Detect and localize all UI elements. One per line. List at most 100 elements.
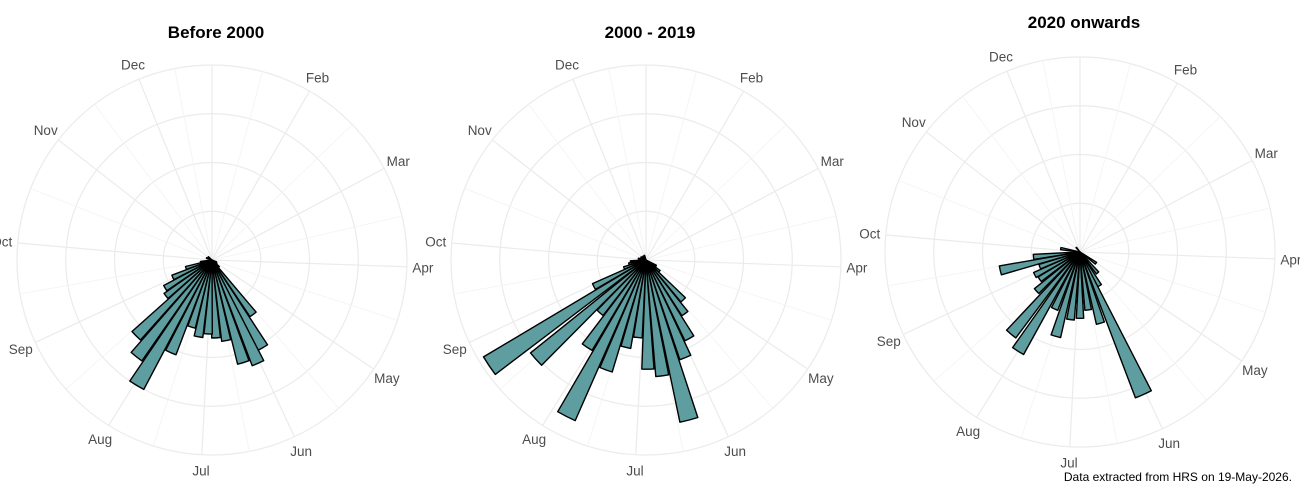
month-label-sep: Sep <box>443 342 467 357</box>
grid-spoke-minor <box>1079 251 1266 313</box>
polar-bar <box>207 256 213 261</box>
month-label-jul: Jul <box>192 464 209 479</box>
bars <box>482 254 699 423</box>
month-label-aug: Aug <box>522 432 546 447</box>
polar-bar <box>129 259 213 391</box>
grid-spoke-minor <box>962 96 1081 253</box>
month-label-jun: Jun <box>724 444 746 459</box>
grid-spoke-minor <box>19 259 213 295</box>
grid-spoke-minor <box>211 259 398 321</box>
grid-spoke <box>451 242 647 261</box>
polar-bar <box>1011 251 1081 356</box>
polar-bar <box>211 259 232 342</box>
polar-bar <box>629 259 647 264</box>
grid-spoke <box>138 78 213 261</box>
grid-spoke <box>211 259 374 370</box>
polar-chart-2: Dec Feb Mar Apr May Jun Jul Aug Sep Oct Nov 2000 - … <box>425 23 868 479</box>
polar-bar <box>645 259 695 342</box>
month-label-oct: Oct <box>425 235 446 250</box>
month-label-may: May <box>1242 363 1268 378</box>
polar-bar <box>211 259 250 365</box>
grid-spoke-minor <box>608 68 647 261</box>
month-label-mar: Mar <box>387 154 411 169</box>
month-label-oct: Oct <box>0 235 13 250</box>
grid-spoke <box>1079 82 1179 253</box>
polar-bar <box>130 259 213 362</box>
grid-spoke-minor <box>211 71 263 261</box>
grid-spoke-minor <box>1079 116 1221 253</box>
polar-bar <box>645 259 670 378</box>
month-label-may: May <box>374 371 400 386</box>
polar-chart-1: Dec Feb Mar Apr May Jun Jul Aug Sep Oct Nov Before … <box>0 23 434 479</box>
month-label-apr: Apr <box>1280 252 1300 267</box>
grid-spoke <box>17 242 213 261</box>
polar-bar <box>131 259 213 341</box>
polar-bar <box>998 251 1081 276</box>
grid-spoke-minor <box>174 68 213 261</box>
month-label-mar: Mar <box>1255 146 1279 161</box>
grid-spoke <box>211 167 385 261</box>
month-label-sep: Sep <box>9 342 33 357</box>
bars <box>998 246 1152 399</box>
month-label-sep: Sep <box>877 334 901 349</box>
grid-spoke <box>645 90 745 261</box>
polar-bar <box>211 259 222 339</box>
polar-bar <box>184 259 213 271</box>
polar-bar <box>1079 251 1098 265</box>
grid-spoke-minor <box>645 124 787 261</box>
month-label-aug: Aug <box>88 432 112 447</box>
month-label-feb: Feb <box>1174 62 1197 77</box>
month-labels: Dec Feb Mar Apr May Jun Jul Aug Sep Oct Nov <box>425 57 868 478</box>
polar-bar <box>1079 251 1106 325</box>
month-label-jul: Jul <box>1060 456 1077 471</box>
polar-bar <box>211 259 265 367</box>
polar-bar <box>643 254 647 261</box>
polar-bar <box>1079 251 1093 311</box>
polar-bar <box>1033 251 1081 295</box>
grid-spoke <box>491 139 647 261</box>
grid-spoke-minor <box>211 215 403 261</box>
grid-spoke <box>1079 159 1253 253</box>
grid-spoke-minor <box>30 188 213 261</box>
grid-spoke <box>645 259 808 370</box>
month-label-jun: Jun <box>1158 436 1180 451</box>
grid-spoke-minor <box>645 215 837 261</box>
month-label-jun: Jun <box>290 444 312 459</box>
grid-spoke-minor <box>1079 251 1207 401</box>
grid-spoke-minor <box>211 124 353 261</box>
month-label-jul: Jul <box>626 464 643 479</box>
grid-spoke <box>211 90 311 261</box>
polar-bar <box>211 259 257 318</box>
polar-bar <box>1079 251 1152 399</box>
grid-spoke-minor <box>645 259 832 321</box>
month-label-feb: Feb <box>306 70 329 85</box>
footnote: Data extracted from HRS on 19-May-2026. <box>1063 470 1292 484</box>
polar-bar <box>641 259 655 370</box>
month-label-mar: Mar <box>821 154 845 169</box>
month-label-nov: Nov <box>468 123 492 138</box>
polar-bar <box>482 259 647 376</box>
polar-bar <box>581 259 647 352</box>
month-label-dec: Dec <box>555 57 579 72</box>
chart-title: Before 2000 <box>168 23 264 42</box>
month-label-dec: Dec <box>989 49 1013 64</box>
polar-bar <box>599 259 647 373</box>
grid-spoke <box>572 78 647 261</box>
chart-title: 2020 onwards <box>1028 13 1140 32</box>
polar-bar <box>163 259 213 300</box>
month-label-oct: Oct <box>859 227 880 242</box>
month-label-feb: Feb <box>740 70 763 85</box>
polar-bar <box>199 259 213 264</box>
grid-spoke-minor <box>94 104 213 261</box>
bars <box>129 256 269 391</box>
month-labels: Dec Feb Mar Apr May Jun Jul Aug Sep Oct Nov <box>0 57 434 478</box>
grid-spoke-minor <box>645 71 697 261</box>
grid-spoke-minor <box>453 259 647 295</box>
month-label-dec: Dec <box>121 57 145 72</box>
grid-spoke-minor <box>1042 60 1081 253</box>
polar-bar <box>1005 251 1081 339</box>
polar-bar <box>1050 251 1081 339</box>
polar-bar <box>211 259 220 268</box>
grid <box>450 64 842 456</box>
